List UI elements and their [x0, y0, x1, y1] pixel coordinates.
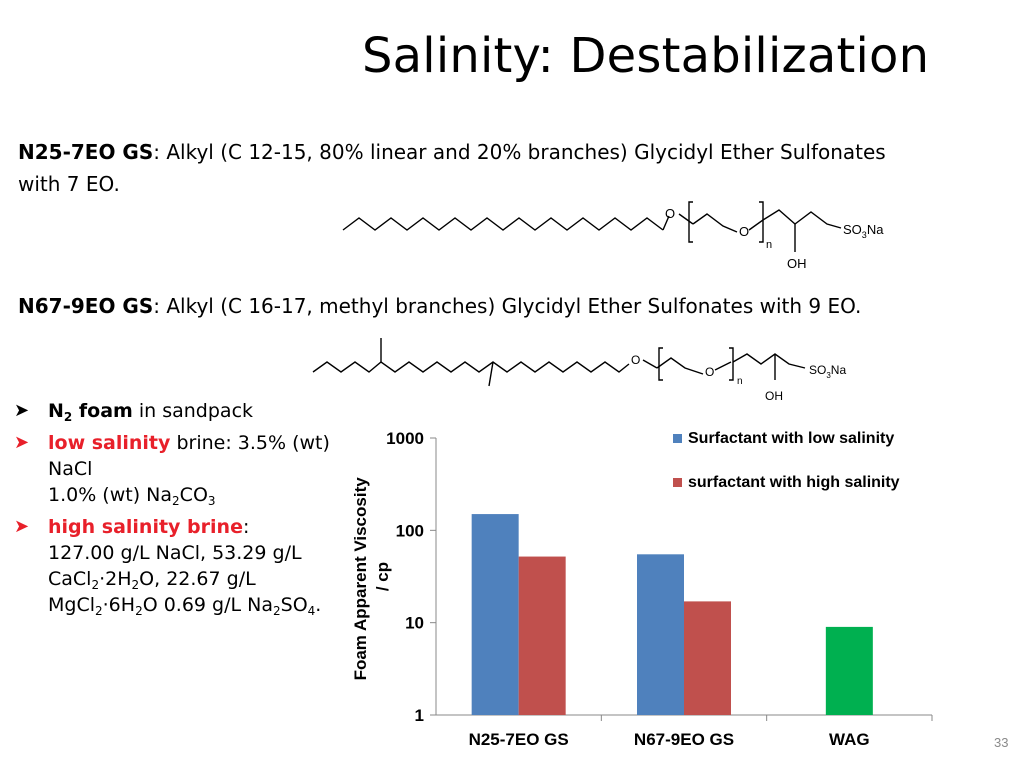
- n25-description: N25-7EO GS: Alkyl (C 12-15, 80% linear a…: [18, 136, 1008, 200]
- x-tick-label: N25-7EO GS: [469, 730, 569, 749]
- y-tick-label: 10: [405, 614, 424, 633]
- n67-desc: : Alkyl (C 16-17, methyl branches) Glyci…: [153, 294, 862, 318]
- ether-oxygen-1: O: [665, 206, 675, 221]
- y-axis-label: Foam Apparent Viscosity / cp: [351, 473, 392, 681]
- x-tick-label: WAG: [829, 730, 870, 749]
- n67-structure: O O n OH SO3Na: [312, 338, 846, 403]
- bullet-high-salinity: ➤ high salinity brine: 127.00 g/L NaCl, …: [14, 516, 322, 618]
- n67-description: N67-9EO GS: Alkyl (C 16-17, methyl branc…: [18, 290, 1008, 322]
- repeat-bracket-left: [688, 201, 693, 243]
- bar: [471, 514, 519, 715]
- y-tick-label: 100: [396, 521, 424, 540]
- legend-swatch: [673, 434, 682, 443]
- bar: [684, 601, 731, 715]
- bullet-low-salinity: ➤ low salinity brine: 3.5% (wt) NaCl 1.0…: [14, 432, 330, 508]
- hydroxyl-label: OH: [765, 389, 783, 403]
- repeat-n: n: [766, 239, 772, 251]
- viscosity-bar-chart: 1 10 100 1000 Foam Apparent Viscosity / cp N2…: [351, 429, 933, 749]
- ether-oxygen-2: O: [705, 365, 714, 379]
- y-tick-label: 1: [415, 706, 424, 725]
- sulfonate-label: SO3Na: [843, 222, 884, 240]
- n25-desc-line2: with 7 EO.: [18, 172, 120, 196]
- alkyl-chain: [342, 217, 664, 231]
- repeat-bracket-right: [759, 201, 764, 243]
- arrow-bullet-icon: ➤: [14, 432, 30, 453]
- y-tick-label: 1000: [386, 429, 424, 448]
- conditions-list: ➤ N2 foam in sandpack ➤ low salinity bri…: [14, 398, 344, 624]
- n25-structure: O O n OH SO3Na: [342, 201, 884, 271]
- bar: [637, 554, 684, 715]
- arrow-bullet-icon: ➤: [14, 400, 30, 421]
- hydroxyl-label: OH: [787, 256, 807, 271]
- bar: [825, 626, 873, 715]
- ether-oxygen-1: O: [631, 353, 640, 367]
- bullet-n2-foam: ➤ N2 foam in sandpack: [14, 400, 254, 424]
- x-tick-label: N67-9EO GS: [634, 730, 734, 749]
- legend-label: surfactant with high salinity: [688, 474, 900, 491]
- legend-label: Surfactant with low salinity: [688, 430, 894, 447]
- slide-title: Salinity: Destabilization: [362, 28, 930, 84]
- n67-name: N67-9EO GS: [18, 294, 154, 318]
- bar: [518, 556, 566, 715]
- n25-name: N25-7EO GS: [18, 140, 154, 164]
- methyl-branch: [488, 361, 494, 387]
- n25-desc: : Alkyl (C 12-15, 80% linear and 20% bra…: [153, 140, 886, 164]
- legend-swatch: [673, 478, 682, 487]
- arrow-bullet-icon: ➤: [14, 516, 30, 537]
- alkyl-chain: [312, 361, 630, 373]
- repeat-n: n: [737, 376, 743, 387]
- page-number: 33: [994, 735, 1009, 750]
- sulfonate-label: SO3Na: [809, 363, 846, 380]
- ether-oxygen-2: O: [739, 224, 749, 239]
